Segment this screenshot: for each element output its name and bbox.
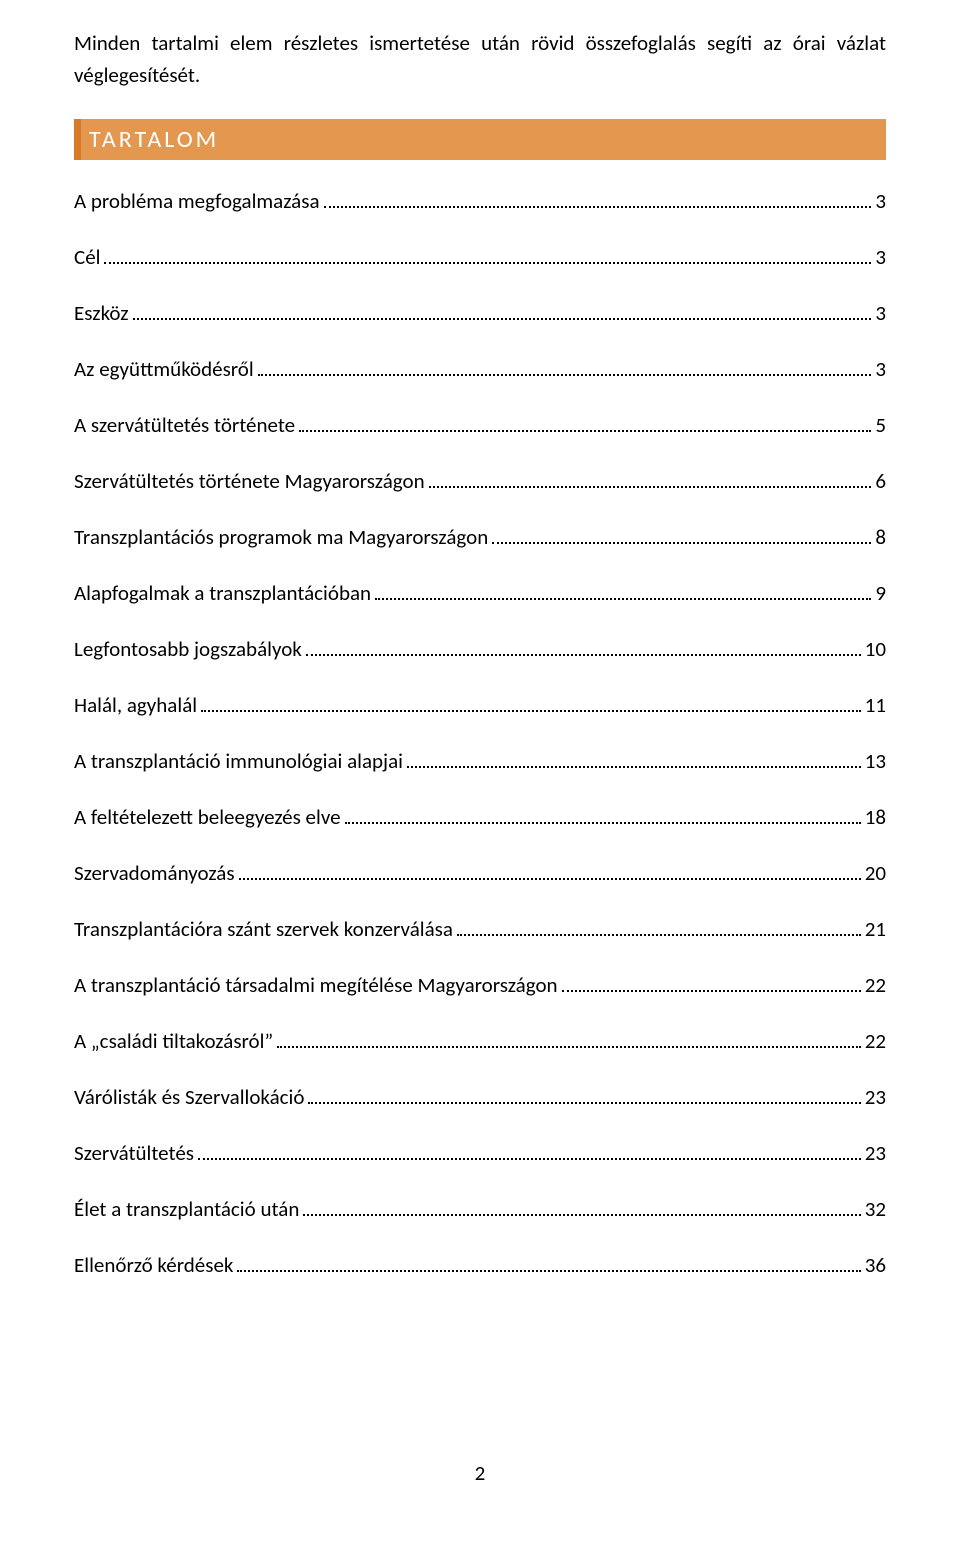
toc-item-page: 10 [865, 636, 886, 662]
toc-item-page: 18 [865, 804, 886, 830]
toc-item[interactable]: A probléma megfogalmazása 3 [74, 188, 886, 214]
toc-dot-leader [345, 805, 861, 824]
toc-heading: TARTALOM [74, 119, 886, 160]
page-number: 2 [74, 1460, 886, 1486]
toc-item-label: A transzplantáció társadalmi megítélése … [74, 972, 558, 998]
toc-item[interactable]: A transzplantáció társadalmi megítélése … [74, 972, 886, 998]
toc-item-page: 32 [865, 1196, 886, 1222]
toc-item-page: 5 [875, 412, 886, 438]
toc-item-label: Ellenőrző kérdések [74, 1252, 233, 1278]
toc-dot-leader [324, 189, 872, 208]
toc-item[interactable]: Szervadományozás 20 [74, 860, 886, 886]
toc-dot-leader [308, 1085, 860, 1104]
toc-dot-leader [299, 413, 871, 432]
toc-item-label: Várólisták és Szervallokáció [74, 1084, 304, 1110]
toc-item[interactable]: Szervátültetés 23 [74, 1140, 886, 1166]
toc-item[interactable]: Szervátültetés története Magyarországon 6 [74, 468, 886, 494]
toc-item[interactable]: Az együttműködésről 3 [74, 356, 886, 382]
toc-item-label: Szervátültetés története Magyarországon [74, 468, 425, 494]
toc-dot-leader [457, 917, 861, 936]
toc-dot-leader [239, 861, 861, 880]
toc-item[interactable]: Eszköz 3 [74, 300, 886, 326]
toc-item-page: 3 [875, 188, 886, 214]
toc-item-page: 23 [865, 1084, 886, 1110]
toc-item-page: 3 [875, 244, 886, 270]
toc-item[interactable]: Cél 3 [74, 244, 886, 270]
toc-item-page: 13 [865, 748, 886, 774]
intro-paragraph: Minden tartalmi elem részletes ismerteté… [74, 28, 886, 91]
toc-item-label: Eszköz [74, 300, 129, 326]
toc-item[interactable]: Alapfogalmak a transzplantációban 9 [74, 580, 886, 606]
toc-item[interactable]: Halál, agyhalál 11 [74, 692, 886, 718]
toc-item-page: 3 [875, 300, 886, 326]
toc-item-page: 21 [865, 916, 886, 942]
toc-item-label: Cél [74, 244, 100, 270]
toc-dot-leader [407, 749, 861, 768]
toc-item-label: Élet a transzplantáció után [74, 1196, 299, 1222]
toc-item[interactable]: Legfontosabb jogszabályok 10 [74, 636, 886, 662]
toc-item-label: A „családi tiltakozásról” [74, 1028, 273, 1054]
toc-item-label: A probléma megfogalmazása [74, 188, 320, 214]
toc-dot-leader [133, 301, 872, 320]
toc-item-label: Alapfogalmak a transzplantációban [74, 580, 371, 606]
toc-item-label: Transzplantációra szánt szervek konzervá… [74, 916, 453, 942]
toc-dot-leader [237, 1253, 860, 1272]
toc-dot-leader [429, 469, 872, 488]
toc-dot-leader [306, 637, 861, 656]
toc-item-page: 11 [865, 692, 886, 718]
toc-item[interactable]: A transzplantáció immunológiai alapjai 13 [74, 748, 886, 774]
toc-item-page: 3 [875, 356, 886, 382]
toc-item-label: A transzplantáció immunológiai alapjai [74, 748, 403, 774]
toc-item-label: Legfontosabb jogszabályok [74, 636, 302, 662]
toc-item-label: Halál, agyhalál [74, 692, 197, 718]
toc-item-label: Az együttműködésről [74, 356, 254, 382]
toc-item-page: 22 [865, 972, 886, 998]
toc-item-page: 22 [865, 1028, 886, 1054]
toc-dot-leader [562, 973, 861, 992]
toc-dot-leader [303, 1197, 860, 1216]
toc-dot-leader [375, 581, 871, 600]
toc-item-page: 6 [875, 468, 886, 494]
toc-item-page: 23 [865, 1140, 886, 1166]
toc-item-label: A feltételezett beleegyezés elve [74, 804, 341, 830]
toc-item[interactable]: A „családi tiltakozásról” 22 [74, 1028, 886, 1054]
toc-item[interactable]: Élet a transzplantáció után 32 [74, 1196, 886, 1222]
toc-item-page: 20 [865, 860, 886, 886]
toc-item-page: 36 [865, 1252, 886, 1278]
toc-dot-leader [258, 357, 872, 376]
toc-dot-leader [201, 693, 861, 712]
toc-item-page: 8 [875, 524, 886, 550]
toc-item-label: Transzplantációs programok ma Magyarorsz… [74, 524, 488, 550]
toc-item[interactable]: A szervátültetés története 5 [74, 412, 886, 438]
toc-item[interactable]: Transzplantációs programok ma Magyarorsz… [74, 524, 886, 550]
toc-item[interactable]: Transzplantációra szánt szervek konzervá… [74, 916, 886, 942]
toc-dot-leader [104, 245, 871, 264]
toc-item[interactable]: Ellenőrző kérdések 36 [74, 1252, 886, 1278]
toc-item-label: Szervadományozás [74, 860, 235, 886]
table-of-contents: A probléma megfogalmazása3Cél3Eszköz3Az … [74, 188, 886, 1278]
toc-item-label: A szervátültetés története [74, 412, 295, 438]
toc-dot-leader [277, 1029, 861, 1048]
toc-dot-leader [198, 1141, 861, 1160]
toc-item[interactable]: A feltételezett beleegyezés elve 18 [74, 804, 886, 830]
toc-dot-leader [492, 525, 871, 544]
toc-item-label: Szervátültetés [74, 1140, 194, 1166]
toc-item-page: 9 [875, 580, 886, 606]
toc-item[interactable]: Várólisták és Szervallokáció 23 [74, 1084, 886, 1110]
